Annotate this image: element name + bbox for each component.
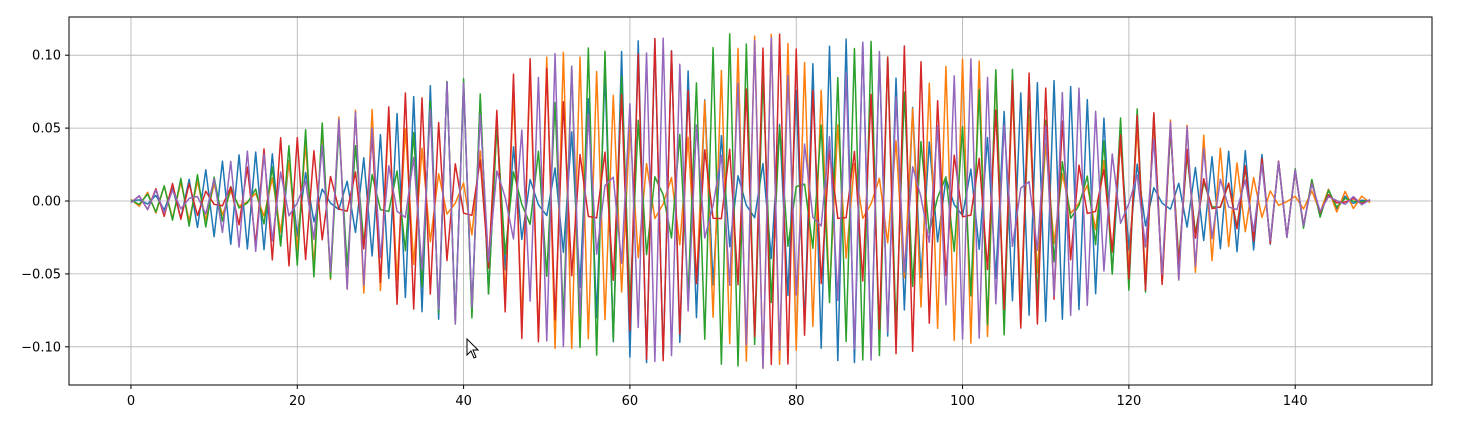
y-tick-label: −0.05 — [21, 267, 61, 282]
series-line-5 — [130, 36, 1371, 369]
y-tick-label: 0.05 — [32, 122, 61, 137]
y-axis: −0.10 −0.05 0.00 0.05 0.10 — [21, 49, 69, 355]
x-tick-label: 120 — [1116, 394, 1141, 409]
x-tick-label: 100 — [950, 394, 975, 409]
y-tick-label: 0.00 — [32, 195, 61, 210]
x-tick-label: 140 — [1283, 394, 1308, 409]
x-tick-label: 80 — [788, 394, 805, 409]
y-tick-label: −0.10 — [21, 340, 61, 355]
x-tick-label: 20 — [289, 394, 306, 409]
y-tick-label: 0.10 — [32, 49, 61, 64]
series-lines — [130, 33, 1371, 369]
x-tick-label: 40 — [455, 394, 472, 409]
x-axis: 0 20 40 60 80 100 120 140 — [127, 385, 1308, 409]
x-tick-label: 0 — [127, 394, 135, 409]
arrow-pointer-icon — [466, 338, 480, 359]
x-tick-label: 60 — [622, 394, 639, 409]
